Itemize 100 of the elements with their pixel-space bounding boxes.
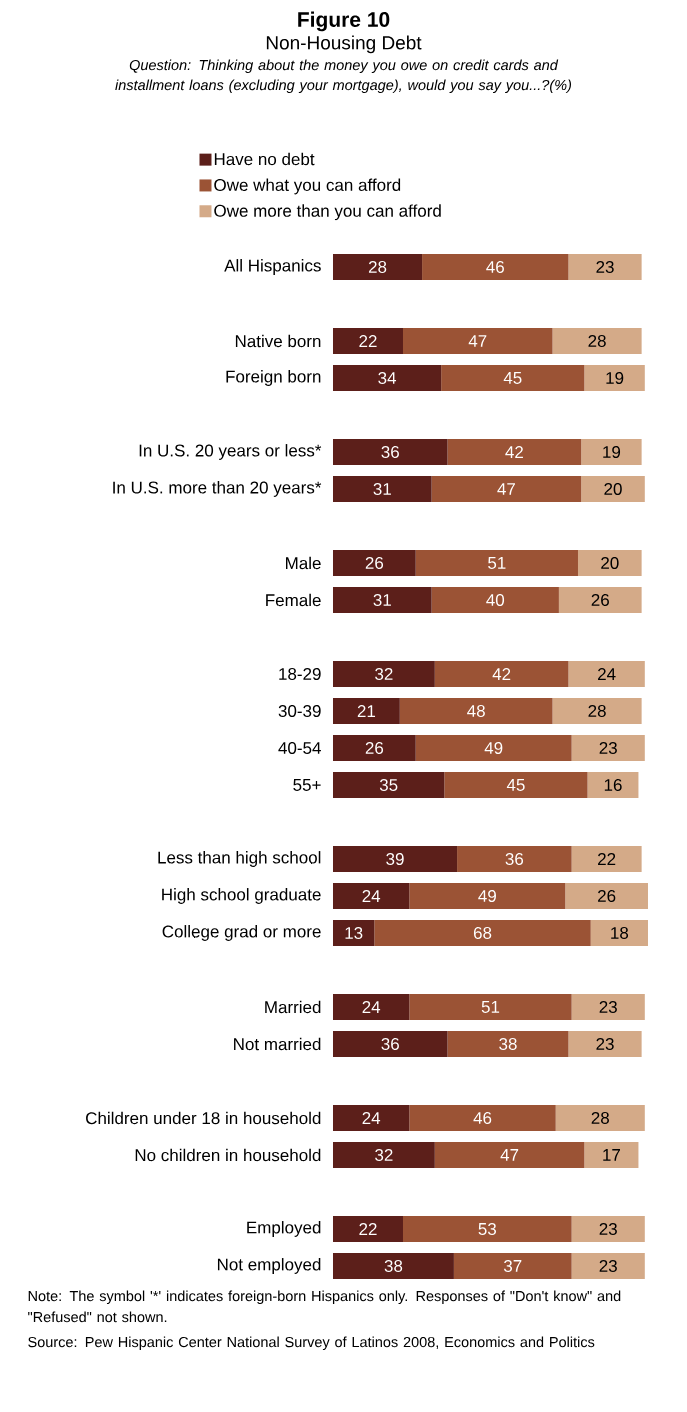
data-label: 19 xyxy=(606,371,624,385)
data-label: 28 xyxy=(591,1111,609,1124)
y-tick-label: Not employed xyxy=(217,1258,321,1274)
y-tick-label: 30-39 xyxy=(278,704,321,718)
bar xyxy=(399,697,553,724)
bar xyxy=(333,771,445,798)
data-label: 28 xyxy=(368,260,387,274)
bar xyxy=(552,697,642,724)
bar xyxy=(333,1104,410,1131)
bar xyxy=(447,438,582,465)
data-label: 32 xyxy=(375,667,393,681)
bar xyxy=(444,771,588,798)
bar xyxy=(409,993,572,1020)
bar xyxy=(333,586,432,613)
data-label: 36 xyxy=(381,445,399,459)
y-tick-label: 55+ xyxy=(293,779,321,791)
bar xyxy=(581,438,642,465)
data-label: 46 xyxy=(473,1111,492,1124)
bar xyxy=(333,475,432,502)
data-label: 51 xyxy=(481,1001,500,1013)
y-tick-label: In U.S. more than 20 years* xyxy=(113,481,322,497)
data-label: 22 xyxy=(598,853,616,865)
y-tick-label: 18-29 xyxy=(279,667,321,681)
bar xyxy=(571,1252,645,1279)
data-label: 20 xyxy=(601,556,619,570)
y-tick-label: Married xyxy=(265,1000,321,1014)
source-note: Source: Pew Hispanic Center National Survey of Latinos 2008, Economics and Politics xyxy=(28,1336,595,1351)
bar xyxy=(333,253,423,280)
bar xyxy=(415,734,572,761)
y-tick-label: In U.S. 20 years or less* xyxy=(139,444,322,460)
data-label: 53 xyxy=(478,1222,497,1235)
bar xyxy=(374,919,591,946)
bar xyxy=(457,845,572,872)
data-label: 26 xyxy=(591,593,609,607)
bar xyxy=(590,919,648,946)
bar xyxy=(333,1141,435,1168)
bar xyxy=(422,253,569,280)
data-label: 24 xyxy=(362,1112,381,1124)
y-tick-label: No children in household xyxy=(135,1148,321,1162)
y-tick-label: High school graduate xyxy=(162,888,321,904)
data-label: 28 xyxy=(588,334,606,348)
data-label: 38 xyxy=(499,1037,517,1050)
data-label: 24 xyxy=(362,1001,381,1013)
data-label: 46 xyxy=(486,260,504,274)
data-label: 21 xyxy=(357,705,376,717)
bar xyxy=(333,734,416,761)
bar xyxy=(571,845,642,872)
bar xyxy=(584,1141,639,1168)
data-label: 19 xyxy=(603,445,621,459)
data-label: 49 xyxy=(484,741,503,755)
data-label: 51 xyxy=(488,557,506,569)
bar xyxy=(402,327,553,354)
bar xyxy=(415,549,578,576)
data-label: 23 xyxy=(596,1037,614,1050)
bar xyxy=(333,845,458,872)
data-label: 49 xyxy=(478,889,496,902)
bar xyxy=(558,586,642,613)
bar xyxy=(333,327,403,354)
data-label: 13 xyxy=(345,926,363,939)
chart-title: Figure 10 xyxy=(298,11,390,32)
data-label: 23 xyxy=(599,1000,617,1013)
y-tick-label: Foreign born xyxy=(226,370,321,386)
data-label: 36 xyxy=(505,852,524,865)
bar xyxy=(568,660,645,687)
data-label: 39 xyxy=(386,852,404,865)
y-tick-label: Female xyxy=(266,593,321,607)
bar xyxy=(333,1215,403,1242)
data-label: 48 xyxy=(467,704,485,718)
legend-label: Owe more than you can afford xyxy=(214,204,441,221)
data-label: 40 xyxy=(486,593,505,607)
data-label: 16 xyxy=(604,778,622,791)
bar xyxy=(571,1215,645,1242)
data-label: 31 xyxy=(373,482,391,496)
data-label: 23 xyxy=(599,1222,617,1235)
data-label: 45 xyxy=(503,372,522,384)
bar xyxy=(333,438,448,465)
data-label: 18 xyxy=(611,926,629,939)
data-label: 22 xyxy=(359,1223,377,1235)
data-label: 23 xyxy=(599,1259,617,1272)
bar xyxy=(431,586,559,613)
y-tick-label: Less than high school xyxy=(158,851,321,867)
y-tick-label: Children under 18 in household xyxy=(86,1111,321,1125)
data-label: 36 xyxy=(381,1037,399,1050)
data-label: 20 xyxy=(604,482,622,496)
bar xyxy=(587,771,639,798)
y-tick-label: 40-54 xyxy=(278,741,321,755)
data-label: 37 xyxy=(503,1259,522,1272)
y-tick-label: Not married xyxy=(234,1037,321,1051)
bar xyxy=(552,327,642,354)
data-label: 28 xyxy=(588,704,606,718)
data-label: 38 xyxy=(384,1259,403,1272)
bar xyxy=(333,697,400,724)
y-tick-label: College grad or more xyxy=(162,925,321,941)
bar xyxy=(447,1030,569,1057)
data-label: 24 xyxy=(598,668,616,680)
chart-subtitle: Non-Housing Debt xyxy=(266,35,422,54)
y-tick-label: Native born xyxy=(235,334,321,348)
bar xyxy=(571,993,645,1020)
data-label: 17 xyxy=(603,1149,620,1161)
bar xyxy=(441,364,585,391)
